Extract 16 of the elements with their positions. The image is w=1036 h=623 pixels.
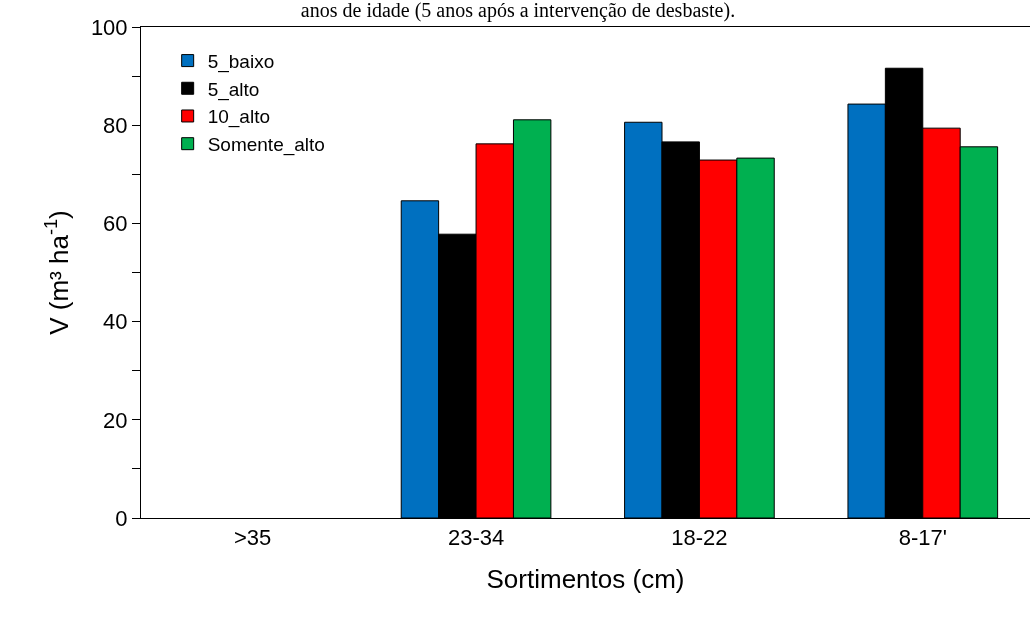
y-tick-label: 40	[103, 309, 128, 335]
legend-label: 5_baixo	[207, 50, 275, 73]
x-tick-label: 8-17'	[898, 525, 947, 551]
y-tick-label: 20	[103, 407, 128, 433]
x-tick-label: 18-22	[671, 525, 728, 551]
y-tick-label: 0	[115, 505, 128, 531]
legend-label: Somente_alto	[207, 134, 325, 157]
chart-title: anos de idade (5 anos após a intervenção de desbaste).	[300, 0, 736, 23]
x-axis-title: Sortimentos (cm)	[486, 564, 685, 595]
y-tick-label: 60	[103, 211, 128, 237]
x-tick-label: >35	[234, 525, 272, 551]
legend-label: 10_alto	[207, 106, 271, 129]
legend-label: 5_alto	[207, 78, 260, 101]
y-tick-label: 80	[103, 112, 128, 138]
y-tick-label: 100	[90, 14, 128, 40]
x-tick-label: 23-34	[447, 525, 505, 551]
